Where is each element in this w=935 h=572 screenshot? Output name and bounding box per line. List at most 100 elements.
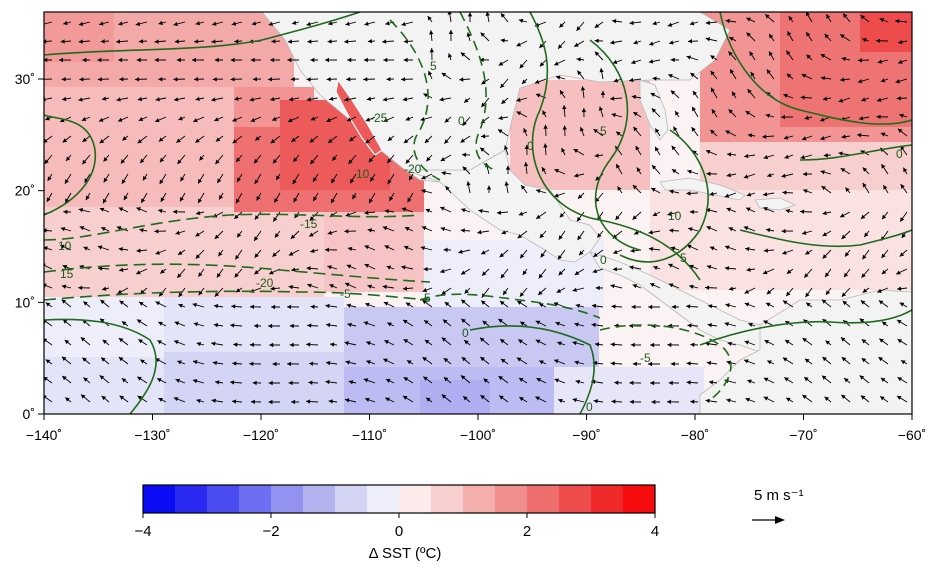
- wind-arrow: [384, 245, 395, 251]
- wind-arrow: [824, 396, 832, 403]
- wind-arrow: [519, 396, 528, 403]
- wind-arrow: [403, 376, 414, 384]
- wind-arrow: [768, 33, 775, 42]
- wind-arrow: [443, 376, 452, 384]
- wind-arrow: [256, 192, 262, 201]
- wind-arrow: [841, 394, 851, 403]
- wind-arrow: [611, 399, 623, 404]
- wind-arrow: [306, 266, 319, 271]
- wind-arrow: [707, 323, 718, 328]
- wind-arrow: [800, 154, 813, 160]
- wind-arrow: [578, 249, 585, 256]
- wind-arrow: [425, 208, 433, 213]
- x-tick-label: −80˚: [681, 427, 709, 443]
- wind-arrow: [690, 342, 699, 347]
- wind-arrow: [197, 192, 205, 204]
- wind-arrow: [194, 77, 205, 82]
- wind-arrow: [401, 21, 414, 27]
- wind-arrow: [272, 249, 281, 258]
- wind-arrow: [368, 154, 376, 163]
- y-tick-label: 0˚: [23, 406, 35, 422]
- wind-arrow: [516, 111, 528, 118]
- wind-arrow: [895, 268, 908, 275]
- wind-arrow: [705, 37, 718, 42]
- wind-arrow: [896, 96, 908, 101]
- colorbar-cell: [399, 485, 432, 513]
- wind-arrow: [801, 135, 813, 141]
- wind-arrow: [232, 116, 243, 122]
- wind-arrow: [173, 340, 186, 346]
- wind-arrow: [289, 323, 300, 329]
- colorbar-cell: [303, 485, 336, 513]
- wind-arrow: [61, 284, 72, 289]
- wind-arrow: [175, 230, 186, 235]
- wind-arrow: [691, 106, 699, 118]
- wind-arrow: [466, 32, 471, 42]
- contour-label: 15: [60, 267, 74, 281]
- wind-arrow: [576, 70, 585, 80]
- wind-arrow: [212, 360, 224, 366]
- wind-arrow: [670, 361, 680, 367]
- wind-arrow: [724, 321, 737, 327]
- wind-arrow: [103, 154, 110, 162]
- wind-arrow: [822, 210, 832, 216]
- wind-arrow: [235, 154, 243, 163]
- wind-arrow: [99, 21, 110, 26]
- wind-arrow: [840, 167, 851, 175]
- wind-arrow: [542, 110, 547, 118]
- wind-arrow: [382, 39, 395, 44]
- wind-arrow: [136, 319, 148, 327]
- wind-arrow: [745, 110, 756, 118]
- wind-arrow: [595, 285, 604, 291]
- wind-arrow: [788, 15, 794, 23]
- wind-arrow: [824, 33, 832, 42]
- wind-arrow: [576, 57, 585, 62]
- wind-arrow: [498, 318, 509, 327]
- wind-arrow: [230, 380, 243, 385]
- wind-arrow: [61, 77, 72, 82]
- wind-arrow: [611, 304, 623, 309]
- wind-arrow: [100, 226, 110, 232]
- wind-arrow: [573, 40, 585, 48]
- wind-arrow: [648, 246, 661, 252]
- wind-arrow: [861, 97, 870, 102]
- wind-arrow: [747, 88, 756, 99]
- wind-arrow: [802, 337, 813, 346]
- wind-arrow: [97, 57, 110, 63]
- wind-arrow: [896, 395, 908, 403]
- wind-arrow: [592, 268, 604, 274]
- wind-arrow: [516, 40, 528, 47]
- wind-arrow: [440, 154, 452, 162]
- wind-arrow: [820, 75, 832, 81]
- wind-arrow: [101, 395, 110, 403]
- contour-line: [389, 19, 441, 181]
- wind-arrow: [862, 249, 870, 260]
- wind-arrow: [629, 77, 642, 83]
- wind-arrow: [878, 338, 889, 346]
- wind-arrow: [99, 207, 110, 213]
- wind-arrow: [613, 249, 623, 255]
- wind-arrow: [64, 173, 72, 184]
- wind-arrow: [249, 342, 262, 348]
- wind-arrow: [363, 378, 376, 384]
- wind-arrow: [459, 77, 471, 82]
- wind-arrow: [213, 304, 224, 309]
- wind-arrow: [383, 116, 395, 123]
- wind-arrow: [825, 287, 832, 296]
- wind-arrow: [421, 189, 433, 194]
- wind-arrow: [218, 192, 224, 200]
- wind-arrow: [386, 154, 395, 164]
- wind-arrow: [539, 40, 547, 49]
- wind-arrow: [744, 153, 756, 159]
- wind-arrow: [540, 249, 547, 258]
- wind-arrow: [154, 229, 167, 234]
- wind-arrow: [102, 339, 110, 346]
- reference-vector: [752, 516, 785, 524]
- wind-arrow: [135, 77, 148, 82]
- wind-arrow: [429, 30, 434, 42]
- wind-arrow: [466, 181, 471, 194]
- wind-arrow: [173, 77, 186, 82]
- wind-arrow: [820, 53, 832, 61]
- wind-arrow: [517, 230, 528, 239]
- wind-arrow: [287, 39, 300, 44]
